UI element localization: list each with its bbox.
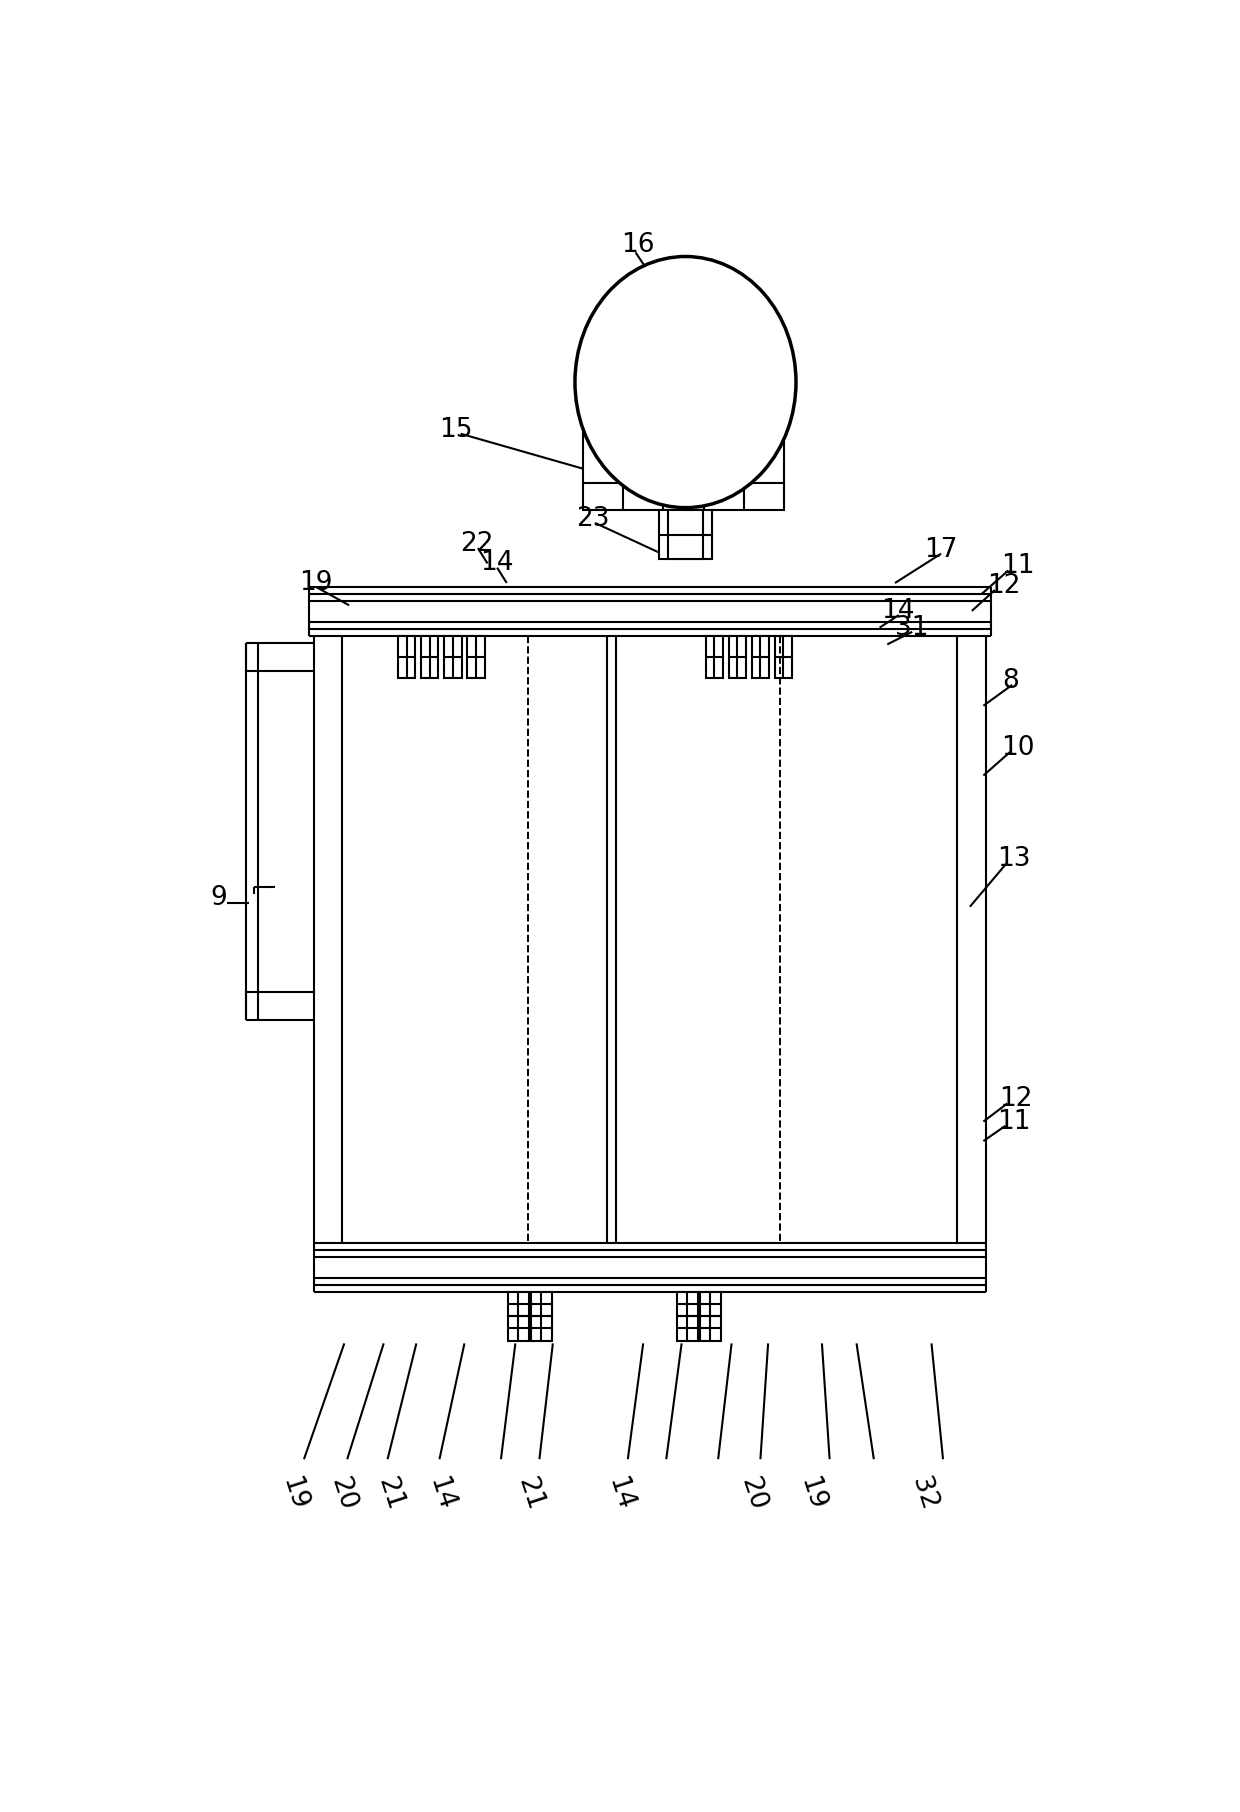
Text: 11: 11 [1001,553,1034,580]
Text: 19: 19 [795,1475,830,1515]
Text: 14: 14 [424,1475,459,1515]
Bar [668,511,703,560]
Text: 11: 11 [997,1109,1030,1134]
Text: 19: 19 [299,571,332,596]
Bar [507,1292,528,1341]
Text: 9: 9 [211,886,227,911]
Bar [658,511,713,560]
Text: 31: 31 [895,614,929,641]
Text: 12: 12 [998,1085,1032,1113]
Bar [699,1292,720,1341]
Text: 15: 15 [439,417,472,442]
Text: 20: 20 [326,1475,361,1515]
Bar [398,636,415,678]
Text: 8: 8 [1003,667,1019,694]
Bar [706,636,723,678]
Text: 32: 32 [906,1475,941,1515]
Text: 21: 21 [512,1475,547,1515]
Bar [422,636,439,678]
Text: 20: 20 [735,1475,770,1515]
Text: 19: 19 [277,1475,312,1515]
Bar [531,1292,552,1341]
Text: 12: 12 [987,573,1021,598]
Bar [583,342,785,511]
Text: 14: 14 [882,598,915,623]
Text: 23: 23 [575,506,609,531]
Ellipse shape [575,257,796,507]
Bar [467,636,485,678]
Bar [775,636,792,678]
Bar [751,636,769,678]
Text: 21: 21 [372,1475,407,1515]
Text: 22: 22 [460,531,494,556]
Text: 17: 17 [924,536,957,562]
Text: 13: 13 [997,846,1030,872]
Text: 14: 14 [603,1475,637,1515]
Text: 16: 16 [621,232,655,259]
Bar [444,636,461,678]
Text: 14: 14 [480,551,513,576]
Bar [729,636,746,678]
Bar [677,1292,698,1341]
Text: 10: 10 [1001,734,1034,761]
